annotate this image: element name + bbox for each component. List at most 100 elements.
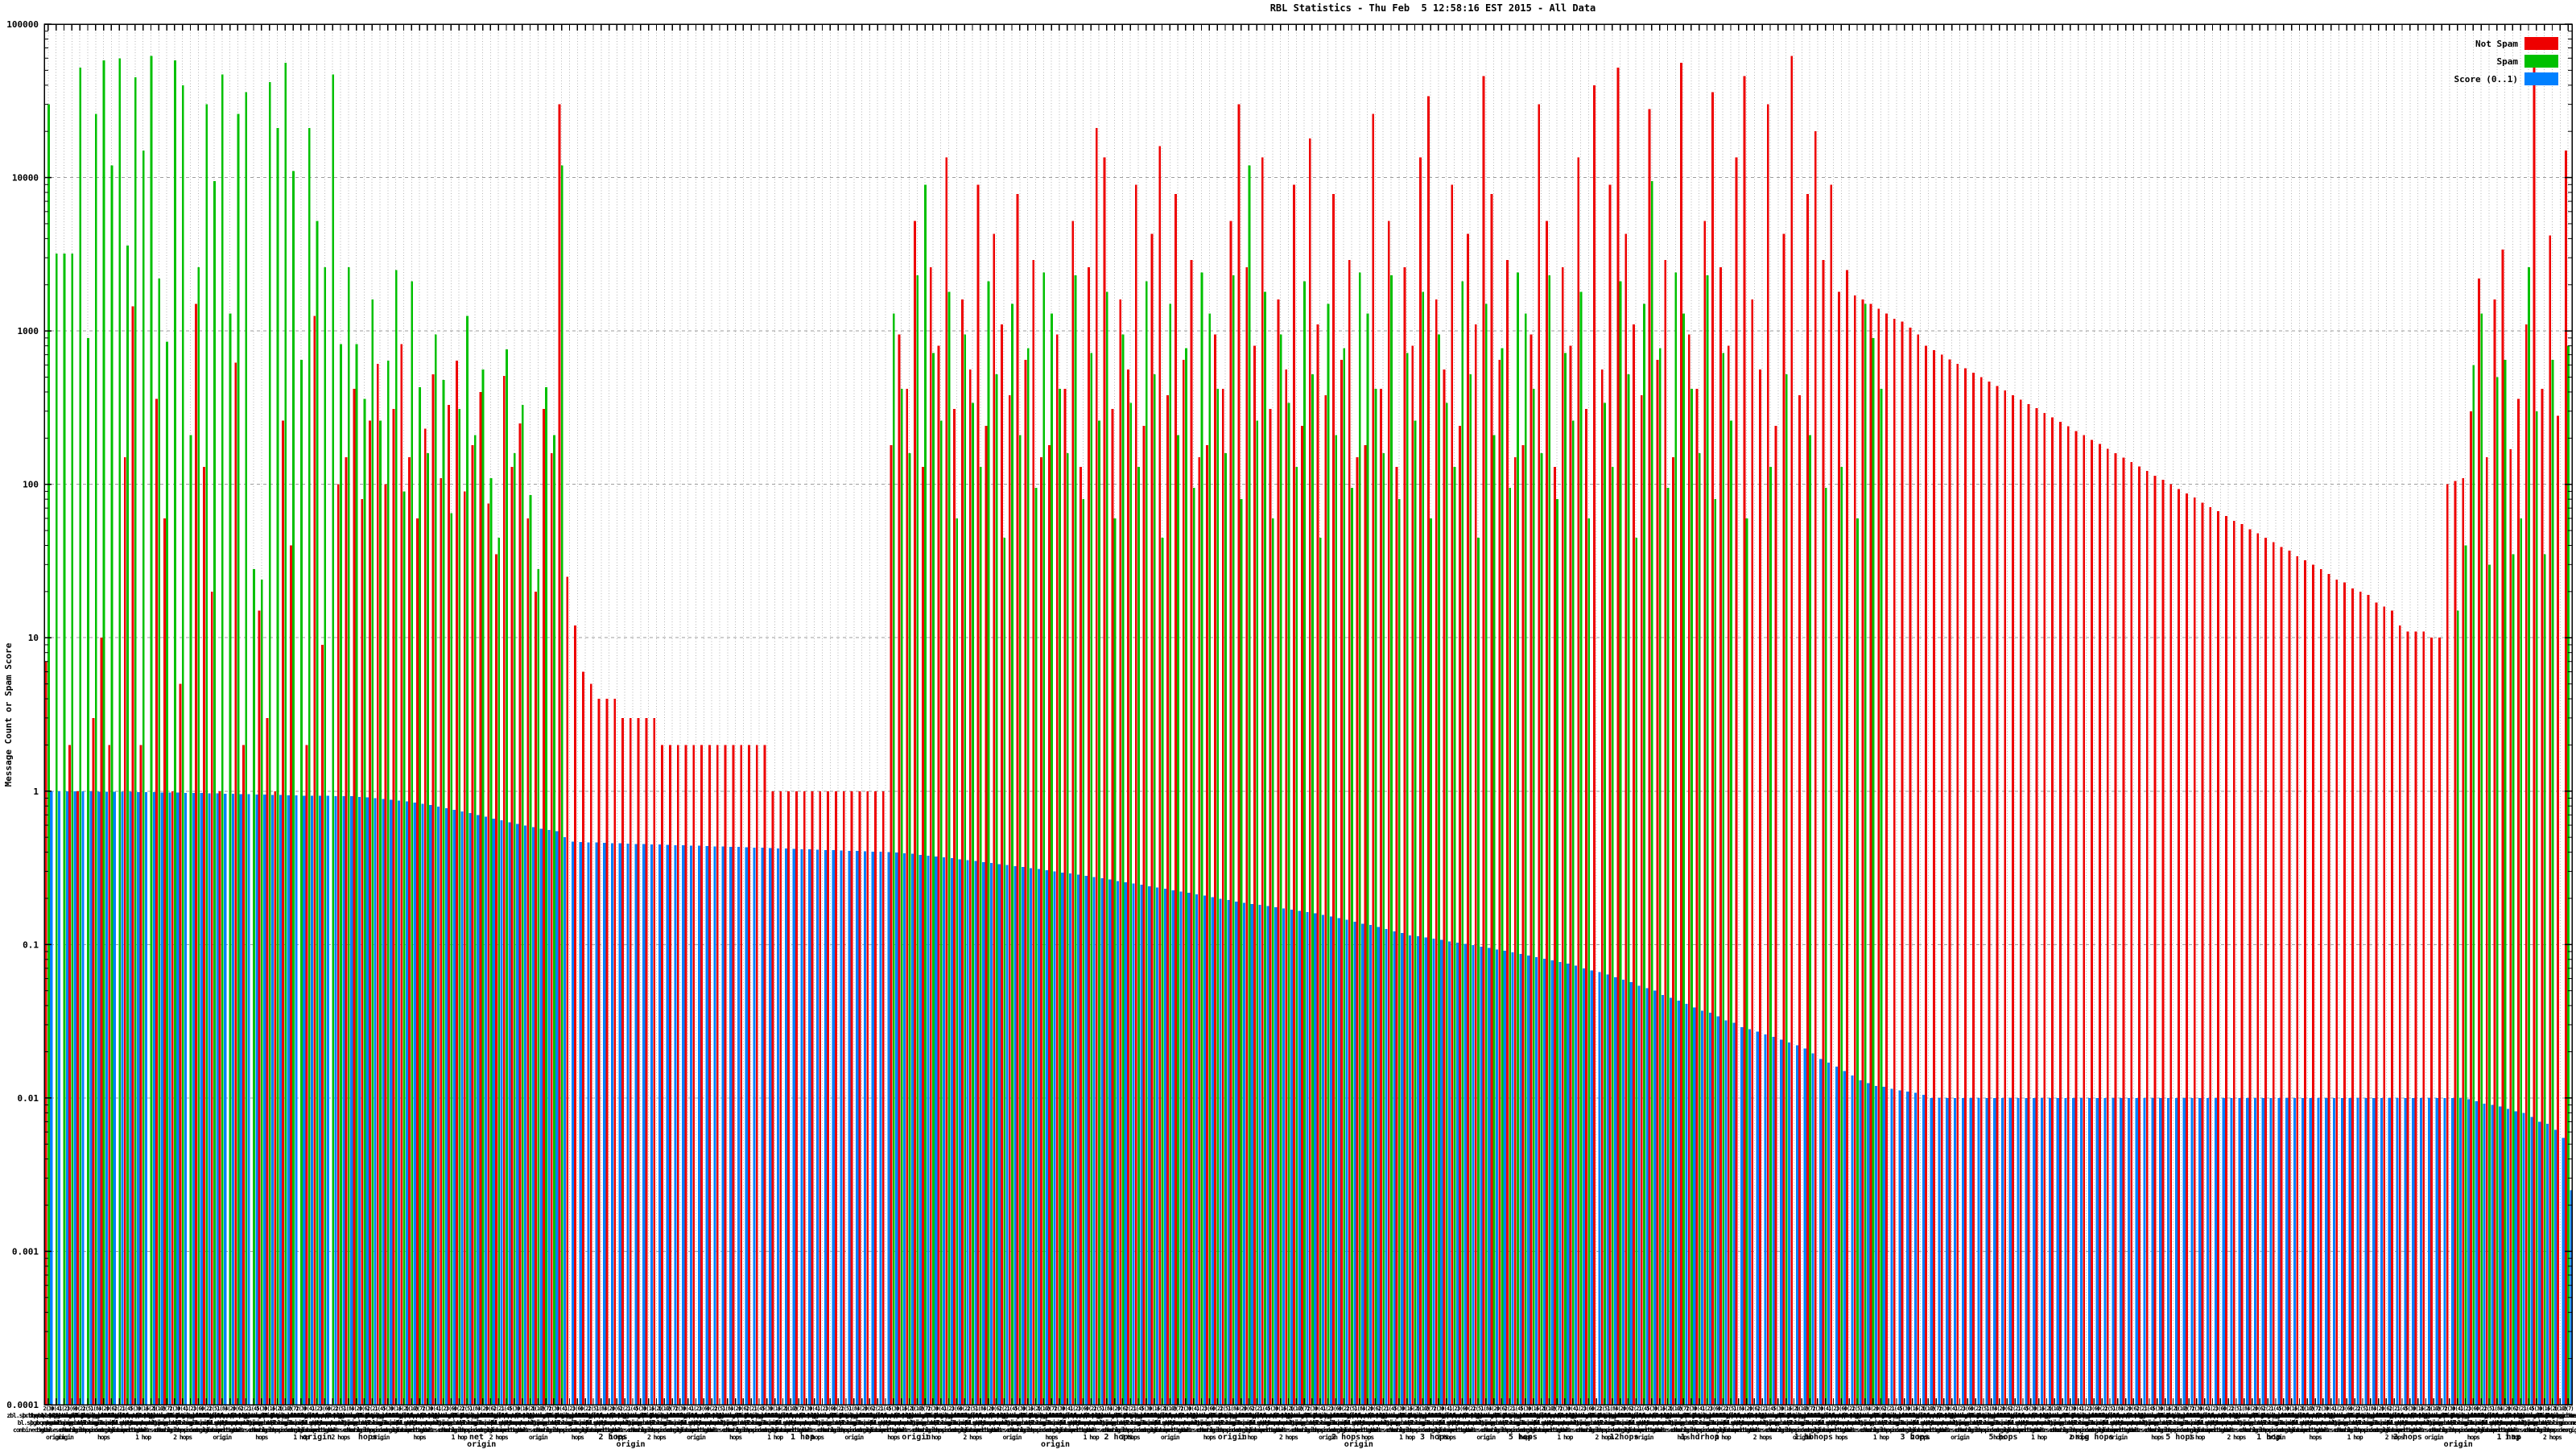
bar-not-spam bbox=[242, 745, 245, 1405]
x-label-smear-row2: combined.gbuse.chorigin bbox=[1324, 1418, 1396, 1426]
bar-score bbox=[2309, 1097, 2312, 1405]
x-tick-smear: 6(2) bbox=[1536, 1406, 1546, 1412]
legend-swatch bbox=[2524, 72, 2558, 85]
legend-swatch bbox=[2524, 55, 2558, 68]
x-tick-smear: 2(7) bbox=[1173, 1406, 1183, 1412]
bar-score bbox=[902, 852, 906, 1405]
x-tick-smear: 4(2) bbox=[604, 1406, 614, 1412]
bar-not-spam bbox=[1419, 157, 1422, 1406]
x-tick-smear: 6(2) bbox=[1410, 1406, 1420, 1412]
x-tick-smear: 1(2) bbox=[817, 1406, 828, 1412]
x-label-smear-row2: bl.spgmcop.netorigin bbox=[1439, 1418, 1502, 1426]
bar-score bbox=[697, 845, 701, 1405]
bar-score bbox=[2112, 1097, 2115, 1405]
x-tick-smear: 2(7) bbox=[1046, 1406, 1057, 1412]
x-label-smear-start: spam bbox=[46, 1419, 59, 1426]
x-label-smear-row4: 2 hops bbox=[1437, 1434, 1456, 1441]
bar-not-spam bbox=[779, 791, 782, 1405]
bar-score bbox=[982, 861, 985, 1405]
bar-score bbox=[1274, 907, 1278, 1405]
x-label-smear-row1: ix.dnsbl.mqnitu.net bbox=[1410, 1411, 1469, 1419]
bar-score bbox=[1440, 939, 1443, 1405]
x-tick-smear: 0(6) bbox=[106, 1406, 117, 1412]
axis-layer bbox=[43, 23, 2573, 1406]
x-label-smear-row4: origin bbox=[1003, 1433, 1022, 1441]
x-label-smear-row1: psbl.surrielhops.com bbox=[1945, 1411, 2008, 1419]
x-label-smear-row1: dnsbl.inps.deorigin.net bbox=[953, 1411, 1025, 1419]
bar-not-spam bbox=[1979, 377, 1983, 1406]
bar-score bbox=[1385, 929, 1388, 1405]
bar-not-spam bbox=[929, 267, 932, 1405]
bar-score bbox=[1211, 897, 1214, 1405]
x-label-smear-row1: bl.blocklist.dehops bbox=[477, 1411, 537, 1419]
x-label-smear-row3: ix.dnsbl.mqnitu.net bbox=[1417, 1426, 1476, 1434]
bar-not-spam bbox=[1553, 466, 1556, 1406]
x-label-smear-row1: dnsbl-1.uceprotect.net bbox=[62, 1412, 130, 1419]
x-label-smear-row1: bl.blocklist.dehops bbox=[667, 1411, 726, 1419]
bar-spam bbox=[1224, 452, 1227, 1405]
x-label-smear-row1: psbl.surrielhops.com bbox=[1755, 1411, 1818, 1419]
x-label-smear-row3: ix.dnsbl.mqnitu.net bbox=[943, 1426, 1003, 1434]
x-label-smear-row4: hops bbox=[2151, 1434, 2164, 1441]
x-label-smear-row1: spqm.dnsbl.qnonmqils.de bbox=[2074, 1411, 2146, 1419]
bar-spam bbox=[2535, 411, 2538, 1405]
bar-score bbox=[152, 792, 155, 1405]
x-label-smear-row2: dnsbl.inps.deorigin.net bbox=[1088, 1418, 1159, 1426]
bar-score bbox=[1614, 977, 1617, 1405]
x-tick-smear: 1(4) bbox=[1892, 1406, 1902, 1412]
x-label-smear-row4: 2 hops bbox=[1121, 1434, 1141, 1441]
bar-score bbox=[1756, 1031, 1759, 1405]
x-label-smear-row2: b.bqrrqcudqcentrql.org bbox=[2306, 1419, 2374, 1426]
x-label-smear-row1: b.bqrrqcudqcentrql.org bbox=[686, 1412, 754, 1419]
bar-score bbox=[1005, 865, 1009, 1405]
bar-spam bbox=[355, 344, 358, 1405]
bar-score bbox=[1227, 900, 1230, 1405]
bar-not-spam bbox=[1506, 260, 1509, 1405]
x-label-smear-row2: bl.mqilspike.nethops bbox=[2355, 1418, 2418, 1426]
x-tick-smear: 1(10) bbox=[1290, 1406, 1302, 1412]
bar-spam bbox=[229, 313, 232, 1405]
bar-not-spam bbox=[1332, 194, 1335, 1405]
x-label-smear-row4: 2 hops bbox=[805, 1434, 824, 1441]
bar-not-spam bbox=[2493, 299, 2496, 1406]
bar-spam bbox=[1517, 272, 1519, 1405]
bar-score bbox=[516, 824, 519, 1405]
x-tick-smear: 0(1) bbox=[770, 1406, 780, 1412]
x-tick-smear: 2(5) bbox=[1852, 1406, 1863, 1412]
x-tick-smear: 0(4) bbox=[2073, 1406, 2083, 1412]
x-label-smear-row2: bl.mqilspike.nethops bbox=[365, 1418, 427, 1426]
x-tick-smear: 4(2) bbox=[857, 1406, 867, 1412]
bar-not-spam bbox=[566, 576, 569, 1405]
x-label-smear-row2: bl.spgmcop.netorigin bbox=[207, 1418, 270, 1426]
x-tick-smear: 1(10) bbox=[1922, 1406, 1934, 1412]
x-tick-smear: 5(3) bbox=[509, 1406, 519, 1412]
bar-not-spam bbox=[1166, 395, 1169, 1406]
x-label-smear-row1: dnsbl.inps.deorigin.net bbox=[1996, 1411, 2067, 1419]
bar-not-spam bbox=[1111, 409, 1114, 1405]
x-label-smear-row1: psbl.surrielhops.com bbox=[49, 1411, 112, 1419]
x-sublabel: origin bbox=[303, 1432, 332, 1442]
x-label-smear-row2: bl.spgmcop.netorigin bbox=[2482, 1418, 2545, 1426]
x-label-smear-row2: b.bqrrqcudqcentrql.org bbox=[2400, 1419, 2468, 1426]
x-label-smear-row2: spqm.dnsbl.qnonmqils.de bbox=[2335, 1418, 2407, 1426]
x-sublabel: origin bbox=[1218, 1432, 1247, 1442]
x-label-smear-row4: 1 hop bbox=[2347, 1434, 2363, 1441]
x-label-smear-row2: combined.gbuse.chorigin bbox=[1703, 1418, 1775, 1426]
bar-score bbox=[887, 852, 890, 1405]
bar-not-spam bbox=[68, 745, 72, 1405]
x-label-smear-row3: dnsbl.sorbs.nethops.org bbox=[415, 1426, 487, 1434]
x-label-smear-row1: b.bqrrqcudqcentrql.org bbox=[1254, 1412, 1323, 1419]
x-tick-smear: 2(2) bbox=[1757, 1406, 1768, 1412]
x-label-smear-row4: origin bbox=[844, 1433, 864, 1441]
bar-score bbox=[1534, 956, 1538, 1405]
bar-score bbox=[997, 864, 1001, 1405]
x-tick-smear: 2(5) bbox=[336, 1406, 346, 1412]
x-label-smear-row1: dnsbl-1.uceprotect.net bbox=[1579, 1412, 1647, 1419]
x-label-smear-row2: bl.spgmcop.netorigin bbox=[681, 1418, 744, 1426]
bar-not-spam bbox=[1459, 426, 1462, 1405]
x-label-smear-row1: dnsbl.sorbs.nethops.org bbox=[2493, 1412, 2565, 1419]
bar-not-spam bbox=[2185, 493, 2188, 1406]
x-tick-smear: 0(1) bbox=[2160, 1406, 2170, 1412]
x-label-smear-row3: dnsbl.inps.deorigin.net bbox=[819, 1426, 890, 1434]
x-label-smear-row3: combined.gbuse.chorigin bbox=[1435, 1426, 1506, 1434]
